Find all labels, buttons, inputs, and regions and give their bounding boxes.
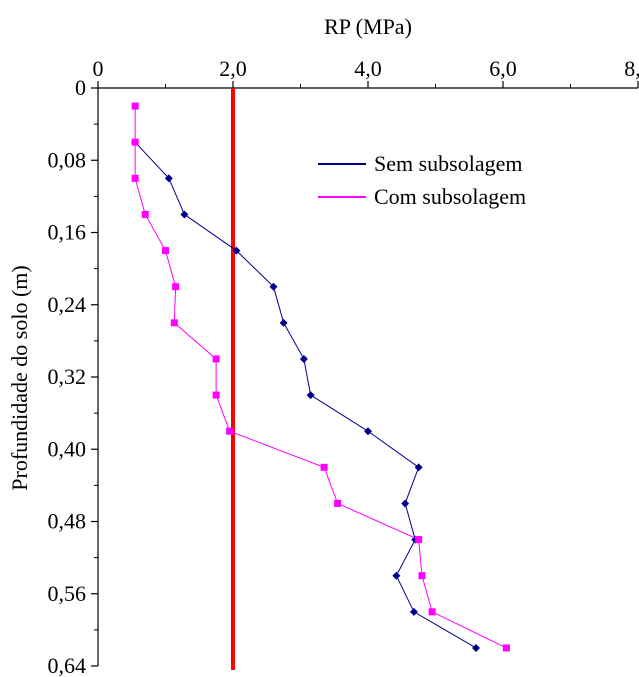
y-tick-label: 0,40	[48, 436, 87, 461]
data-point-square	[162, 247, 169, 255]
data-point-diamond	[414, 463, 423, 472]
data-point-diamond	[472, 643, 480, 652]
data-point-square	[502, 644, 510, 652]
series-line	[134, 106, 507, 649]
data-point-diamond	[392, 571, 401, 580]
data-point-square	[418, 572, 426, 580]
x-tick-label: 0	[93, 56, 104, 81]
data-point-square	[428, 608, 436, 616]
series-sem-subsolagem	[131, 138, 480, 652]
data-point-diamond	[164, 174, 173, 183]
data-point-diamond	[409, 607, 418, 616]
data-point-square	[170, 319, 178, 327]
legend-label: Com subsolagem	[374, 184, 526, 209]
data-point-diamond	[232, 246, 241, 255]
data-point-square	[334, 499, 342, 507]
data-point-diamond	[299, 354, 308, 363]
data-point-square	[131, 138, 139, 146]
series-line	[134, 141, 477, 649]
data-point-diamond	[180, 210, 189, 219]
data-point-square	[131, 174, 139, 182]
legend: Sem subsolagem Com subsolagem	[318, 151, 526, 209]
data-point-square	[415, 536, 423, 544]
y-tick-label: 0,08	[48, 147, 87, 172]
data-point-square	[131, 102, 139, 110]
data-point-diamond	[279, 318, 288, 327]
y-tick-label: 0,56	[48, 581, 87, 606]
x-axis-title: RP (MPa)	[324, 14, 412, 39]
data-point-diamond	[306, 391, 315, 400]
y-tick-label: 0,16	[48, 220, 87, 245]
y-tick-label: 0,48	[48, 509, 87, 534]
data-point-square	[212, 355, 220, 363]
data-point-square	[226, 427, 234, 435]
data-point-square	[172, 283, 180, 291]
series-com-subsolagem	[131, 102, 510, 652]
y-tick-label: 0,24	[48, 292, 87, 317]
data-point-diamond	[364, 427, 372, 436]
data-point-square	[320, 463, 328, 471]
data-point-diamond	[401, 499, 410, 508]
x-tick-label: 6,0	[489, 56, 517, 81]
x-tick-label: 4,0	[354, 56, 382, 81]
y-axis-title: Profundidade do solo (m)	[7, 265, 32, 490]
y-tick-label: 0,64	[48, 653, 87, 677]
x-tick-label: 8,0	[624, 56, 639, 81]
data-point-square	[141, 210, 149, 218]
data-point-square	[212, 391, 220, 399]
y-tick-label: 0	[75, 75, 86, 100]
y-tick-label: 0,32	[48, 364, 87, 389]
data-point-diamond	[269, 282, 278, 291]
x-tick-label: 2,0	[219, 56, 247, 81]
legend-label: Sem subsolagem	[374, 151, 523, 176]
